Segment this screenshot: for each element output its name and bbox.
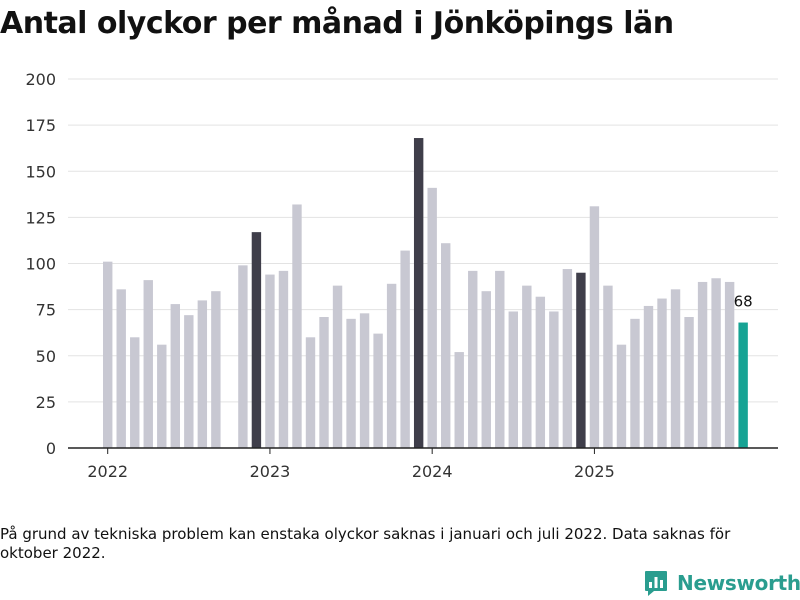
bar [116,289,126,448]
bar [103,261,113,448]
bar [643,305,654,448]
bar [549,311,559,448]
bar [413,138,424,449]
bar [454,352,464,448]
bar [468,270,478,448]
x-tick-label: 2023 [250,462,291,481]
bar [305,337,316,448]
bar [170,304,180,448]
bar [130,337,140,448]
bar [441,243,451,448]
y-tick-label: 50 [36,347,56,366]
bar [346,318,356,448]
y-tick-label: 200 [25,70,56,89]
x-tick-label: 2024 [412,462,453,481]
bar [319,317,329,448]
y-axis-ticks: 0 25 50 75 100 125 150 175 200 [25,70,56,458]
bar [278,270,289,448]
x-axis-ticks: 2022 2023 2024 2025 [87,448,615,481]
bar [684,317,694,448]
bar [481,291,491,448]
bars [103,138,748,449]
bar [332,285,343,448]
bar [211,291,221,448]
bar [670,289,681,448]
bar [495,270,505,448]
y-tick-label: 25 [36,393,56,412]
bar [373,333,383,448]
y-tick-label: 0 [46,439,56,458]
bar [359,313,370,448]
newsworthy-logo-icon [645,571,667,596]
bar [724,281,735,448]
bar [697,281,708,448]
bar [143,280,153,448]
bar [251,232,262,448]
bar [197,300,208,448]
y-tick-label: 125 [25,208,56,227]
bar [616,344,627,448]
bar [400,250,410,448]
x-tick-label: 2022 [87,462,128,481]
y-tick-label: 75 [36,301,56,320]
bar [738,322,748,448]
bar [562,269,573,448]
bar [427,187,437,449]
bar [603,285,613,448]
bar [265,274,275,448]
bar [238,265,248,448]
footnote: På grund av tekniska problem kan enstaka… [0,525,731,562]
y-tick-label: 175 [25,116,56,135]
bar [535,296,546,448]
data-labels: 68 [734,293,753,311]
bar [657,298,667,448]
x-tick-label: 2025 [574,462,615,481]
bar [508,311,518,448]
newsworthy-logo[interactable]: Newsworthy [644,569,800,597]
y-tick-label: 150 [25,162,56,181]
data-label: 68 [734,293,753,311]
bar [630,318,640,448]
bar [589,206,600,448]
bar [386,283,397,448]
bar [576,272,586,448]
bar [184,315,194,448]
bar [711,278,721,448]
brand-name: Newsworthy [677,571,800,595]
bar [157,344,167,448]
chart-title: Antal olyckor per månad i Jönköpings län [0,6,674,41]
bar [522,285,532,448]
bar [292,204,302,448]
y-tick-label: 100 [25,255,56,274]
